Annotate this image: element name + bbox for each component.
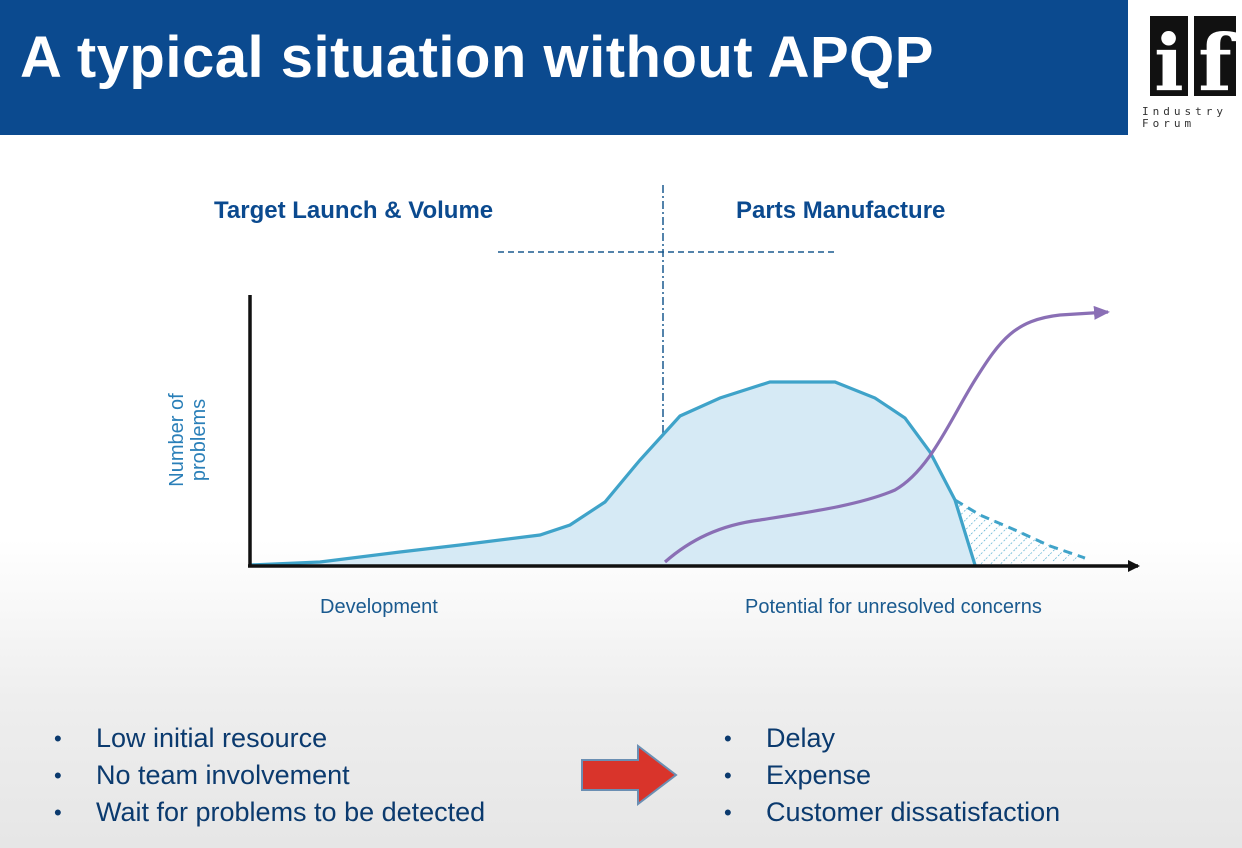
effect-item: Expense [724,757,1060,794]
y-axis-label-line2: problems [188,398,210,482]
slide-title: A typical situation without APQP [20,25,934,90]
cause-item: Wait for problems to be detected [54,794,485,831]
effect-item: Customer dissatisfaction [724,794,1060,831]
problems-diagram [248,185,1140,572]
unresolved-hatched-area [955,500,1085,565]
logo-line-industry: Industry [1142,105,1227,118]
if-logo-mark: i f [1144,12,1240,106]
x-label-development: Development [320,596,438,618]
unresolved-dashed-curve [954,498,1086,560]
problems-curve-area [250,382,975,565]
effects-list: Delay Expense Customer dissatisfaction [724,720,1060,831]
y-axis-label: Number of problems [160,380,216,500]
problems-curve [249,380,977,567]
effect-item: Delay [724,720,1060,757]
red-right-arrow-icon [581,744,678,806]
cost-curve [663,305,1110,564]
logo-line-forum: Forum [1142,117,1196,130]
causes-list: Low initial resource No team involvement… [54,720,485,831]
phase-label-target-launch: Target Launch & Volume [214,197,494,224]
industry-forum-logo: i f Industry Forum [1138,10,1242,140]
logo-letter-f: f [1198,18,1236,106]
title-bar: A typical situation without APQP [0,0,1128,135]
phase-label-parts-manufacture: Parts Manufacture [736,197,946,224]
cause-item: No team involvement [54,757,485,794]
logo-text: Industry Forum [1142,106,1242,130]
y-axis-label-line1: Number of [166,393,188,487]
x-label-unresolved-concerns: Potential for unresolved concerns [745,596,1042,618]
logo-letter-i: i [1154,18,1184,106]
cause-item: Low initial resource [54,720,485,757]
